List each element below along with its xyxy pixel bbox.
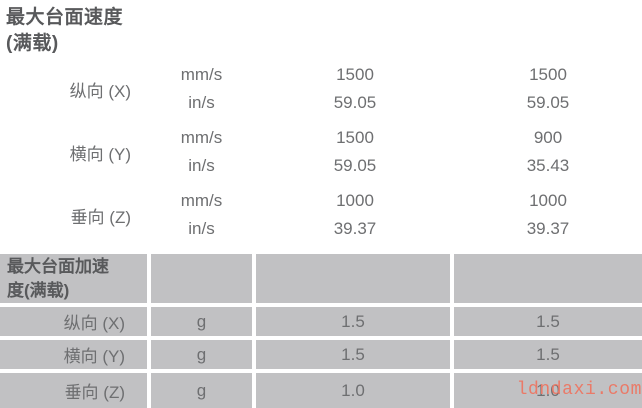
unit-mm-s: mm/s xyxy=(180,128,223,147)
unit-mm-s: mm/s xyxy=(180,191,223,210)
unit-cell: mm/s in/s xyxy=(147,124,256,180)
axis-label-y: 横向 (Y) xyxy=(0,340,147,369)
value-cell-col1: 1.5 xyxy=(256,340,450,369)
value-cell-col2: 1.0 xyxy=(454,373,642,408)
accel-section: 最大台面加速 度(满载) 纵向 (X) g 1.5 1.5 横向 (Y) g 1… xyxy=(0,254,642,408)
value: 900 xyxy=(533,128,563,147)
accel-header-empty-cell xyxy=(151,254,252,303)
table-row-speed-x: 纵向 (X) mm/s in/s 1500 59.05 1500 59.05 xyxy=(0,61,642,117)
axis-label-y: 横向 (Y) xyxy=(69,144,131,164)
value: 1000 xyxy=(529,191,567,210)
value-cell-col2: 900 35.43 xyxy=(454,124,642,180)
axis-label-z: 垂向 (Z) xyxy=(0,373,147,408)
value: 35.43 xyxy=(526,156,570,175)
axis-label-z: 垂向 (Z) xyxy=(70,207,131,227)
value: 59.05 xyxy=(333,93,377,112)
unit-in-s: in/s xyxy=(188,156,215,175)
value: 39.37 xyxy=(333,219,377,238)
unit-mm-s: mm/s xyxy=(180,65,223,84)
value: 1500 xyxy=(336,65,374,84)
value-cell-col1: 1.5 xyxy=(256,307,450,336)
table-row-speed-z: 垂向 (Z) mm/s in/s 1000 39.37 1000 39.37 xyxy=(0,187,642,243)
accel-title-line1: 最大台面加速 xyxy=(7,257,109,276)
accel-title-line2: 度(满载) xyxy=(7,281,70,300)
accel-header-empty-cell xyxy=(454,254,642,303)
axis-label-x: 纵向 (X) xyxy=(69,81,131,101)
unit-g: g xyxy=(151,307,252,336)
unit-in-s: in/s xyxy=(188,93,215,112)
value: 1500 xyxy=(529,65,567,84)
table-row-speed-y: 横向 (Y) mm/s in/s 1500 59.05 900 35.43 xyxy=(0,124,642,180)
value-cell-col2: 1.5 xyxy=(454,307,642,336)
unit-in-s: in/s xyxy=(188,219,215,238)
speed-title-line2: (满载) xyxy=(6,33,59,54)
value-cell-col1: 1.0 xyxy=(256,373,450,408)
value-cell-col2: 1.5 xyxy=(454,340,642,369)
speed-title-line1: 最大台面速度 xyxy=(6,7,124,28)
watermark-text: ldndaxi.com xyxy=(516,380,642,400)
unit-g: g xyxy=(151,340,252,369)
value-cell-col2: 1000 39.37 xyxy=(454,187,642,243)
value-cell-col1: 1500 59.05 xyxy=(256,124,454,180)
accel-header-empty-cell xyxy=(256,254,450,303)
speed-section-title: 最大台面速度 (满载) xyxy=(0,0,642,57)
value: 39.37 xyxy=(526,219,570,238)
accel-section-title: 最大台面加速 度(满载) xyxy=(0,254,147,303)
value: 59.05 xyxy=(333,156,377,175)
value: 59.05 xyxy=(526,93,570,112)
value-cell-col1: 1000 39.37 xyxy=(256,187,454,243)
speed-rows: 纵向 (X) mm/s in/s 1500 59.05 1500 59.05 横… xyxy=(0,61,642,243)
value: 1500 xyxy=(336,128,374,147)
axis-label-x: 纵向 (X) xyxy=(0,307,147,336)
unit-g: g xyxy=(151,373,252,408)
value-cell-col1: 1500 59.05 xyxy=(256,61,454,117)
unit-cell: mm/s in/s xyxy=(147,187,256,243)
unit-cell: mm/s in/s xyxy=(147,61,256,117)
value: 1000 xyxy=(336,191,374,210)
value-cell-col2: 1500 59.05 xyxy=(454,61,642,117)
